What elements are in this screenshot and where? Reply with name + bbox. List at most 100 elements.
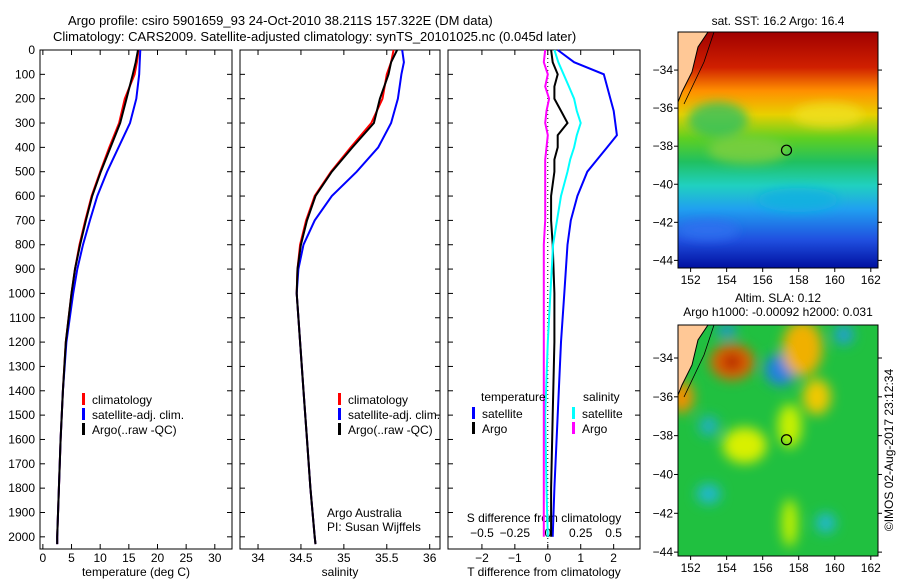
sst-feature	[678, 220, 738, 240]
map-title: Altim. SLA: 0.12	[735, 291, 821, 305]
x-tick-label: 0	[40, 551, 47, 565]
sla-feature	[781, 499, 798, 547]
map-frame	[677, 324, 879, 557]
x-tick-label: 20	[151, 551, 165, 565]
series-line-satellite-adj-clim-	[56, 49, 142, 545]
lon-tick-label: 152	[681, 561, 701, 575]
y-tick-label: 1500	[8, 408, 35, 422]
sla-feature	[833, 325, 854, 345]
series-line-t-satellite	[551, 49, 618, 537]
lat-tick-label: −38	[653, 429, 674, 443]
y-tick-label: 1700	[8, 457, 35, 471]
lon-tick-label: 162	[861, 273, 881, 287]
map-title: sat. SST: 16.2 Argo: 16.4	[712, 14, 845, 28]
lat-tick-label: −36	[653, 101, 674, 115]
legend-label: satellite	[482, 407, 523, 421]
map-subtitle: Argo h1000: -0.00092 h2000: 0.031	[683, 305, 873, 319]
sst-feature	[793, 103, 863, 127]
y-tick-label: 1300	[8, 359, 35, 373]
lat-tick-label: −40	[653, 467, 674, 481]
sst-features	[678, 102, 863, 240]
lon-tick-label: 160	[825, 273, 845, 287]
x-tick-label: 1	[577, 551, 584, 565]
legend-swatch	[82, 408, 85, 420]
s-tick-label: −0.5	[470, 526, 494, 540]
y-tick-label: 800	[15, 238, 35, 252]
panel-frame-salinity	[239, 49, 441, 550]
s-tick-label: −0.25	[500, 526, 531, 540]
legend-swatch	[472, 407, 475, 419]
legend-swatch	[338, 423, 341, 435]
y-tick-label: 700	[15, 213, 35, 227]
sla-feature	[696, 483, 721, 504]
lon-tick-label: 158	[789, 273, 809, 287]
y-tick-label: 200	[15, 92, 35, 106]
map-frame	[677, 31, 879, 269]
lon-tick-label: 156	[753, 273, 773, 287]
s-tick-label: 0.5	[605, 526, 622, 540]
sla-feature	[722, 353, 743, 370]
x-tick-label: −1	[508, 551, 522, 565]
sla-feature	[802, 378, 831, 415]
legend-swatch	[572, 407, 575, 419]
legend-label: climatology	[92, 393, 152, 407]
x-axis-label: salinity	[322, 565, 359, 579]
y-tick-label: 300	[15, 116, 35, 130]
sla-feature	[678, 380, 694, 413]
lat-tick-label: −44	[653, 545, 674, 559]
lat-tick-label: −34	[653, 351, 674, 365]
series-line-climatology	[56, 49, 140, 545]
argo-location-marker	[780, 144, 793, 156]
pi-label: PI: Susan Wijffels	[327, 520, 421, 534]
legend-heading-salinity: salinity	[583, 390, 620, 404]
x-tick-label: 2	[610, 551, 617, 565]
y-tick-label: 1600	[8, 432, 35, 446]
legend-swatch	[338, 393, 341, 405]
y-tick-label: 400	[15, 140, 35, 154]
series-line-s-argo	[542, 49, 551, 537]
credit-label: Argo Australia	[327, 506, 402, 520]
legend-label: Argo(..raw -QC)	[348, 423, 433, 437]
sst-feature	[688, 102, 748, 138]
legend-swatch	[82, 423, 85, 435]
legend-label: satellite-adj. clim.	[92, 408, 184, 422]
sla-feature	[777, 403, 802, 448]
legend-label: Argo	[582, 422, 608, 436]
s-tick-label: 0.25	[569, 526, 593, 540]
lat-tick-label: −44	[653, 253, 674, 267]
title-line-2: Climatology: CARS2009. Satellite-adjuste…	[53, 29, 577, 44]
legend-label: climatology	[348, 393, 408, 407]
title-line-1: Argo profile: csiro 5901659_93 24-Oct-20…	[68, 13, 493, 28]
x-axis-label: T difference from climatology	[467, 565, 621, 579]
lon-tick-label: 160	[825, 561, 845, 575]
timestamp-stamp: ©IMOS 02-Aug-2017 23:12:34	[882, 369, 896, 532]
sla-features	[678, 325, 854, 547]
x-tick-label: 25	[179, 551, 193, 565]
sla-feature	[722, 427, 767, 464]
x-tick-label: −2	[475, 551, 489, 565]
legend-label: Argo(..raw -QC)	[92, 423, 177, 437]
lon-tick-label: 156	[753, 561, 773, 575]
y-tick-label: 1400	[8, 384, 35, 398]
legend-label: satellite-adj. clim.	[348, 408, 440, 422]
x-axis-label: temperature (deg C)	[82, 565, 190, 579]
y-tick-label: 1200	[8, 335, 35, 349]
lon-tick-label: 152	[681, 273, 701, 287]
x-tick-label: 35.5	[375, 551, 399, 565]
series-line-t-argo	[550, 49, 569, 537]
x-tick-label: 0	[544, 551, 551, 565]
y-tick-label: 1000	[8, 286, 35, 300]
land-coastline	[678, 32, 709, 103]
lat-tick-label: −40	[653, 177, 674, 191]
y-tick-label: 900	[15, 262, 35, 276]
lat-tick-label: −42	[653, 506, 674, 520]
depth-contour	[683, 32, 715, 105]
lon-tick-label: 158	[789, 561, 809, 575]
series-line-argo-raw-qc-	[56, 49, 139, 545]
legend-label: satellite	[582, 407, 623, 421]
lat-tick-label: −36	[653, 390, 674, 404]
lat-tick-label: −42	[653, 215, 674, 229]
x-tick-label: 34.5	[289, 551, 313, 565]
